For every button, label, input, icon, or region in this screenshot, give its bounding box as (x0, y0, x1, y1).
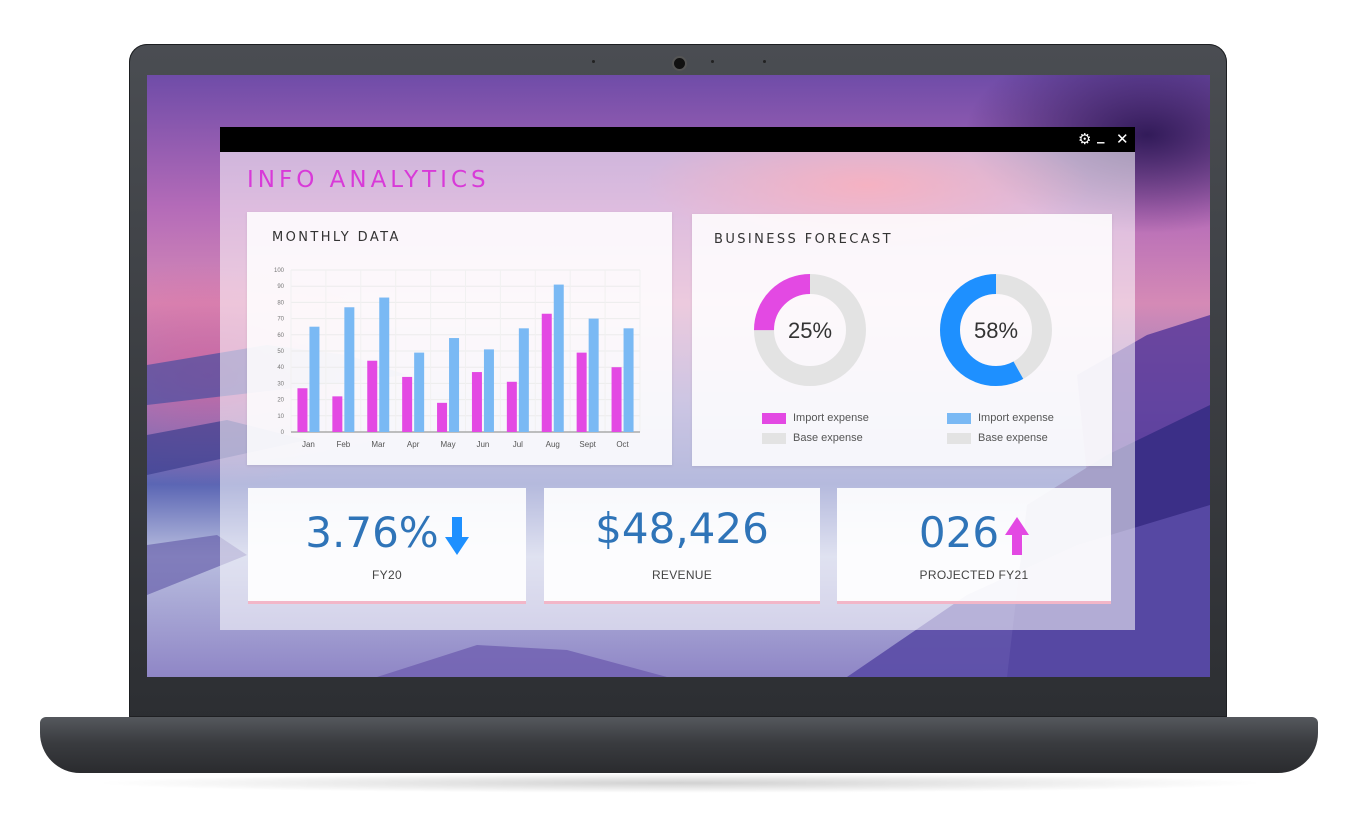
x-tick-label: Feb (336, 440, 350, 449)
legend-swatch-import (762, 413, 786, 424)
bar (471, 372, 482, 432)
x-tick-label: Oct (616, 440, 629, 449)
kpi-label: FY20 (372, 568, 402, 582)
monthly-data-card: MONTHLY DATA 0 10 20 30 40 50 60 70 80 90 100 Jan Fe… (247, 212, 672, 465)
sensor-dot (711, 60, 714, 63)
legend-label: Base expense (793, 432, 863, 444)
kpi-value-text: $48,426 (595, 504, 769, 553)
y-tick-label: 70 (277, 317, 284, 323)
kpi-card-projected-fy21: 026 PROJECTED FY21 (837, 488, 1111, 604)
bar (541, 313, 552, 432)
legend-swatch-base (947, 433, 971, 444)
bar (309, 326, 320, 432)
legend-label: Import expense (978, 412, 1054, 424)
bar (367, 360, 378, 432)
legend-label: Import expense (793, 412, 869, 424)
donut-segment (940, 274, 1052, 386)
bar (344, 307, 355, 432)
bar (518, 328, 529, 432)
bar (402, 376, 413, 432)
kpi-value-text: 3.76% (305, 508, 439, 557)
x-tick-label: Sept (579, 440, 596, 449)
y-tick-label: 0 (281, 430, 285, 436)
x-tick-label: Aug (546, 440, 560, 449)
bar (483, 349, 494, 432)
donut-value: 25% (787, 318, 833, 343)
sensor-dot (763, 60, 766, 63)
card-title: BUSINESS FORECAST (714, 232, 894, 247)
bar (506, 381, 517, 432)
bar (297, 388, 308, 432)
arrow-down-icon (444, 516, 469, 555)
minimize-button[interactable]: _ (1097, 126, 1105, 144)
x-tick-label: May (440, 440, 455, 449)
donut-segment (754, 274, 866, 386)
app-title: INFO ANALYTICS (247, 167, 490, 193)
legend-swatch-base (762, 433, 786, 444)
close-button[interactable]: ✕ (1116, 130, 1129, 148)
bar (576, 352, 587, 432)
webcam-icon (672, 56, 687, 71)
business-forecast-card: BUSINESS FORECAST 25% 58% Import expense… (692, 214, 1112, 466)
x-tick-label: Jul (513, 440, 523, 449)
y-tick-label: 80 (277, 300, 284, 306)
kpi-card-revenue: $48,426 REVENUE (544, 488, 820, 604)
x-tick-label: Apr (407, 440, 420, 449)
bar (437, 402, 448, 432)
y-tick-label: 90 (277, 284, 284, 290)
bar (332, 396, 343, 432)
title-bar: ⚙ _ ✕ (220, 127, 1135, 152)
bar (588, 318, 599, 432)
kpi-label: REVENUE (651, 568, 713, 582)
y-tick-label: 60 (277, 333, 284, 339)
y-tick-label: 50 (277, 349, 284, 355)
y-tick-label: 30 (277, 381, 284, 387)
legend-swatch-import (947, 413, 971, 424)
legend-label: Base expense (978, 432, 1048, 444)
arrow-up-icon (1005, 516, 1030, 555)
kpi-value: $48,426 (544, 504, 820, 553)
kpi-label: PROJECTED FY21 (919, 568, 1029, 582)
gear-icon[interactable]: ⚙ (1078, 130, 1092, 148)
x-tick-label: Jan (302, 440, 315, 449)
kpi-value: 3.76% (248, 508, 526, 557)
kpi-card-fy20: 3.76% FY20 (248, 488, 526, 604)
bar (553, 284, 564, 432)
kpi-value: 026 (837, 508, 1111, 557)
y-tick-label: 100 (274, 268, 285, 274)
bar (379, 297, 390, 432)
kpi-value-text: 026 (918, 508, 1000, 557)
y-tick-label: 20 (277, 398, 284, 404)
donut-chart-import-58 (940, 274, 1052, 386)
laptop-shadow (90, 773, 1270, 793)
bar (623, 328, 634, 432)
bar (611, 367, 622, 432)
donut-value: 58% (973, 318, 1019, 343)
x-tick-label: Jun (476, 440, 489, 449)
donut-chart-import-25 (754, 274, 866, 386)
y-tick-label: 10 (277, 414, 284, 420)
card-title: MONTHLY DATA (272, 230, 401, 245)
x-tick-label: Mar (371, 440, 385, 449)
bar (449, 338, 460, 432)
bar (414, 352, 425, 432)
laptop-base (40, 717, 1318, 773)
y-tick-label: 40 (277, 365, 284, 371)
sensor-dot (592, 60, 595, 63)
bar-chart: 0 10 20 30 40 50 60 70 80 90 100 Jan Feb Mar Apr May Jun… (274, 268, 641, 449)
